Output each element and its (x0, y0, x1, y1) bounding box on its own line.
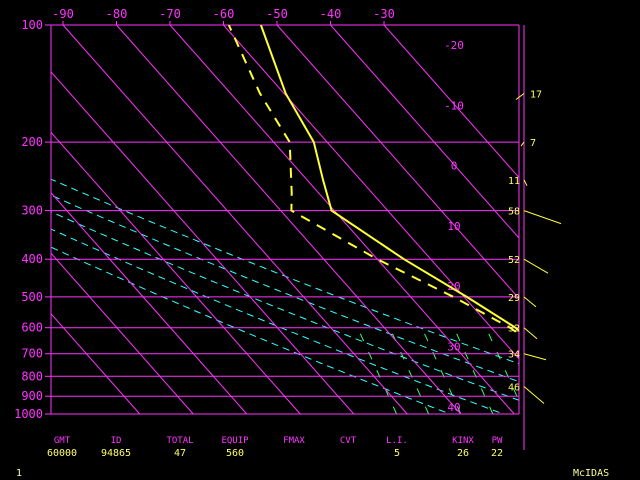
dry-adiabat-line (51, 178, 519, 365)
mixing-ratio-line (550, 328, 589, 414)
dry-adiabats (51, 178, 519, 414)
wind-speed-label: 32 (508, 324, 520, 335)
wind-barb (523, 179, 528, 187)
isotherm-line (51, 71, 355, 414)
index-header: KINX (452, 436, 474, 446)
isotherm-line (51, 131, 301, 414)
index-header: PW (492, 436, 503, 446)
index-value: 47 (174, 448, 186, 459)
wind-speed-label: 52 (508, 255, 520, 266)
pressure-tick-label: 400 (21, 252, 43, 266)
isotherm-label: -10 (444, 99, 464, 112)
isotherm-label: 20 (447, 280, 460, 293)
isotherm-label: 40 (447, 401, 460, 414)
wind-barb (523, 327, 538, 340)
index-value: 22 (491, 448, 503, 459)
index-value: 560 (226, 448, 244, 459)
index-value: 26 (457, 448, 469, 459)
isotherm-line (51, 252, 194, 414)
isotherm-label: 10 (447, 220, 460, 233)
isotherm-line (330, 25, 519, 239)
pressure-tick-label: 700 (21, 347, 43, 361)
index-header: CVT (340, 436, 357, 446)
wind-barb (523, 210, 562, 225)
mixing-ratio-line (357, 327, 398, 414)
wind-speed-label: 7 (530, 138, 536, 149)
temperature-ticks: -90 -80 -70 -60 -50 -40 -30 (52, 7, 395, 25)
index-header: TOTAL (166, 436, 193, 446)
temperature-tick-label: -90 (52, 7, 74, 21)
isotherm-line (62, 25, 408, 414)
wind-speed-label: 58 (508, 207, 520, 218)
mixing-ratio-line (582, 328, 621, 414)
pressure-tick-label: 1000 (14, 407, 43, 421)
temperature-tick-label: -50 (266, 7, 288, 21)
dry-adiabat-line (51, 228, 504, 414)
isotherm-label: 0 (451, 160, 458, 173)
index-header: EQUIP (221, 436, 249, 446)
index-header: L.I. (386, 436, 408, 446)
pressure-tick-label: 800 (21, 369, 43, 383)
stability-indices: GMT ID TOTAL EQUIP FMAX CVT L.I. KINX PW 60000 948… (47, 436, 503, 459)
index-header: FMAX (283, 436, 305, 446)
mixing-ratio-line (453, 327, 494, 414)
pressure-tick-label: 200 (21, 135, 43, 149)
isotherms (51, 25, 519, 414)
wind-barb (523, 386, 545, 404)
temperature-tick-label: -30 (373, 7, 395, 21)
isotherm-labels: -20 -10 0 10 20 30 40 (444, 39, 464, 414)
wind-barb (523, 258, 549, 274)
temperature-tick-label: -60 (213, 7, 235, 21)
isotherm-line (51, 192, 248, 414)
index-value: 5 (394, 448, 400, 459)
dry-adiabat-line (51, 246, 451, 414)
isotherm-line (223, 25, 519, 360)
wind-barb (523, 353, 547, 361)
wind-column: 17 7 11 58 52 29 32 34 46 (508, 25, 562, 450)
brand-label: McIDAS (573, 468, 609, 479)
mixing-ratio-line (389, 327, 430, 414)
dewpoint-profile (227, 25, 519, 336)
isotherm-line (383, 25, 519, 179)
wind-barb (515, 93, 525, 100)
wind-speed-label: 11 (508, 176, 520, 187)
index-header: GMT (54, 436, 71, 446)
pressure-tick-label: 900 (21, 389, 43, 403)
temperature-tick-label: -70 (159, 7, 181, 21)
pressure-tick-label: 300 (21, 204, 43, 218)
mixing-ratio-line (421, 327, 462, 414)
dry-adiabat-line (51, 194, 519, 383)
wind-barb (523, 296, 537, 308)
plot-frame (50, 25, 520, 414)
wind-speed-label: 17 (530, 89, 542, 100)
index-value: 60000 (47, 448, 77, 459)
dry-adiabat-line (51, 211, 519, 401)
mixing-ratio-line (485, 327, 519, 403)
wind-speed-label: 29 (508, 293, 520, 304)
isotherm-label: -20 (444, 39, 464, 52)
pressure-tick-label: 100 (21, 18, 43, 32)
wind-barb (520, 141, 525, 147)
isotherm-line (51, 312, 141, 414)
page-number: 1 (16, 468, 22, 479)
isotherm-line (116, 25, 462, 414)
pressure-tick-label: 600 (21, 321, 43, 335)
sounding-profiles (227, 25, 519, 336)
pressure-tick-label: 500 (21, 290, 43, 304)
mixing-ratio-line (614, 328, 640, 414)
temperature-tick-label: -40 (320, 7, 342, 21)
index-header: ID (111, 436, 122, 446)
isotherm-label: 30 (447, 341, 460, 354)
temperature-profile (259, 25, 519, 332)
mixing-ratio-lines (357, 327, 640, 414)
pressure-ticks: 100 200 300 400 500 600 700 800 900 1000 (14, 18, 51, 421)
wind-speed-label: 46 (508, 383, 520, 394)
temperature-tick-label: -80 (106, 7, 128, 21)
index-value: 94865 (101, 448, 131, 459)
isotherm-line (276, 25, 519, 300)
wind-speed-label: 34 (508, 350, 520, 361)
isobars (51, 24, 519, 415)
isotherm-line (169, 25, 515, 414)
